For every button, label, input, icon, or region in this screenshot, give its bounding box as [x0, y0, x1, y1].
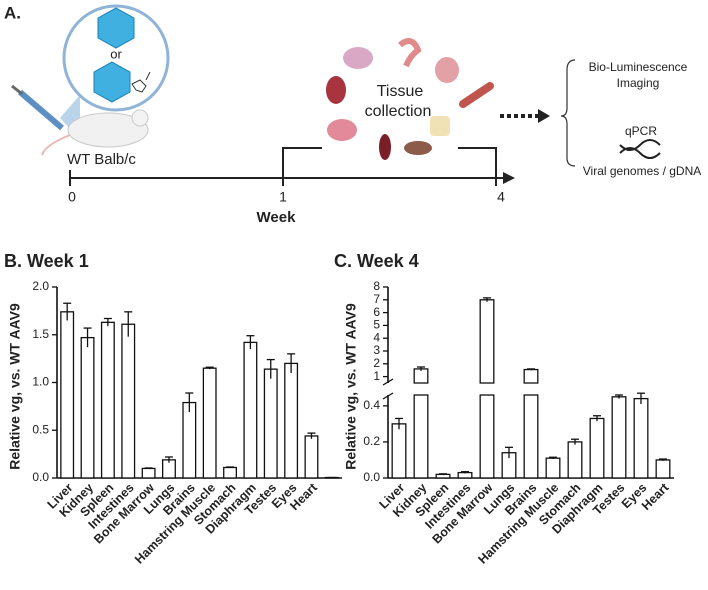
tissue-label: Tissue — [377, 83, 424, 100]
chart-title: B. Week 1 — [4, 251, 89, 271]
bar — [611, 396, 627, 479]
y-tick-label: 5 — [373, 318, 380, 332]
bar — [202, 367, 217, 479]
bar-upper — [523, 368, 539, 384]
y-tick-label: 1 — [373, 369, 380, 383]
y-tick-label: 0.2 — [363, 434, 380, 448]
y-tick-label: 0.4 — [363, 398, 380, 412]
timeline-title: Week — [257, 209, 297, 226]
organ — [379, 134, 391, 160]
y-tick-label: 7 — [373, 292, 380, 306]
or-text: or — [110, 46, 122, 61]
y-tick-label: 6 — [373, 305, 380, 319]
qpcr-label: qPCR — [625, 124, 657, 138]
schematic: A. or WT Balb/c 0 1 4 Week Tissue collec… — [4, 3, 701, 225]
y-tick-label: 0.0 — [32, 470, 49, 484]
bar-upper — [413, 368, 429, 384]
timeline-label: 1 — [279, 189, 287, 205]
bar — [121, 323, 136, 479]
organ — [327, 119, 357, 141]
capsid — [97, 7, 135, 49]
bar — [655, 459, 671, 479]
capsid — [93, 61, 131, 103]
dashed-arrow-head — [538, 109, 550, 123]
y-axis-title: Relative vg, vs. WT AAV9 — [7, 303, 23, 470]
organ — [435, 57, 459, 83]
chart-title: C. Week 4 — [334, 251, 419, 271]
mouse-ear — [131, 109, 149, 127]
bracket — [282, 147, 497, 170]
organ — [398, 38, 422, 68]
dna-icon — [619, 139, 661, 159]
mouse-label: WT Balb/c — [67, 151, 136, 168]
bar — [633, 397, 649, 479]
imaging-label: Imaging — [617, 76, 660, 90]
timeline-label: 0 — [68, 189, 76, 205]
tissue-label: collection — [365, 103, 432, 120]
y-tick-label: 1.5 — [32, 327, 49, 341]
bar — [223, 466, 237, 479]
bar-lower — [479, 394, 495, 479]
bar — [304, 435, 319, 479]
organ — [459, 82, 494, 108]
imaging-label: Bio-Luminescence — [589, 60, 688, 74]
bar — [391, 423, 407, 479]
brace — [560, 59, 576, 167]
bar-lower — [413, 394, 429, 479]
genomes-label: Viral genomes / gDNA — [583, 164, 702, 178]
mouse — [67, 112, 149, 148]
bar — [284, 362, 299, 479]
bar-upper — [479, 299, 495, 384]
ligand — [131, 71, 151, 93]
timeline-label: 4 — [497, 189, 505, 205]
mouse-tail — [41, 134, 71, 156]
organ — [404, 141, 432, 155]
y-tick-label: 8 — [373, 279, 380, 293]
bar — [80, 336, 95, 479]
y-axis-title: Relative vg, vs. WT AAV9 — [343, 303, 359, 470]
y-tick-label: 3 — [373, 343, 380, 357]
y-tick-label: 1.0 — [32, 375, 49, 389]
bar — [263, 368, 278, 479]
organ — [326, 76, 346, 104]
y-tick-label: 2 — [373, 356, 380, 370]
syringe — [18, 89, 64, 131]
organ — [343, 47, 373, 69]
bar — [60, 311, 75, 479]
bar — [567, 441, 583, 479]
inset-circle — [62, 4, 170, 112]
bar-lower — [523, 394, 539, 479]
y-tick-label: 0.0 — [363, 470, 380, 484]
y-tick-label: 4 — [373, 330, 380, 344]
timeline-arrow — [503, 172, 515, 184]
bar — [243, 341, 258, 479]
organ — [430, 116, 450, 136]
bar — [141, 467, 156, 479]
bar — [100, 321, 115, 479]
bar — [589, 417, 605, 479]
syringe — [11, 84, 23, 96]
y-tick-label: 2.0 — [32, 279, 49, 293]
axis-break — [382, 378, 394, 386]
bar — [182, 401, 197, 479]
panel-label: A. — [4, 3, 21, 22]
bar — [545, 457, 561, 479]
axis-break — [382, 392, 394, 400]
y-tick-label: 0.5 — [32, 422, 49, 436]
